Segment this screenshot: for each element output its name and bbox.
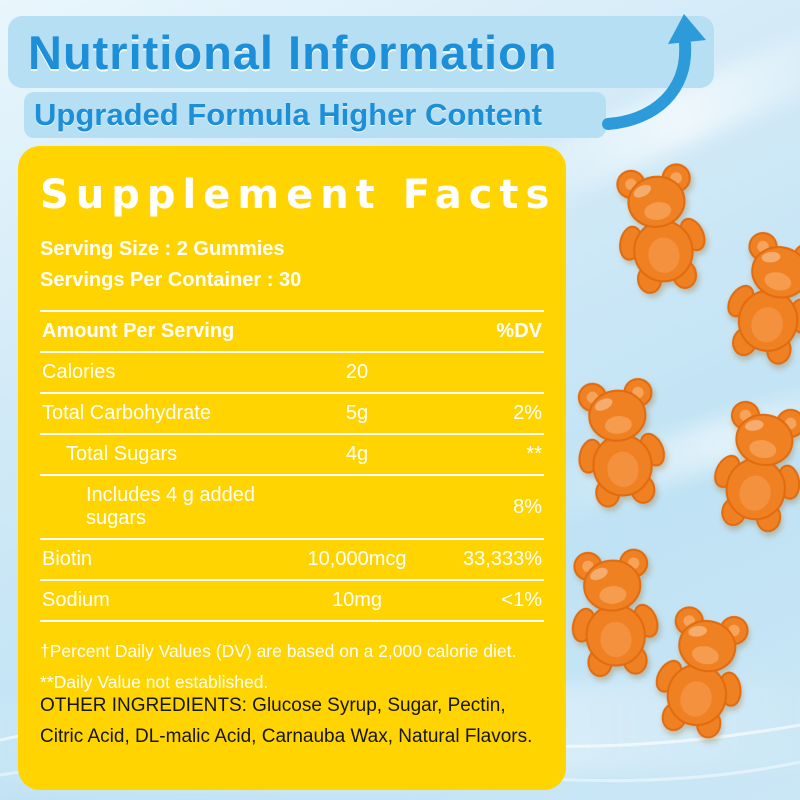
gummy-bear-1 bbox=[604, 160, 716, 298]
row-dv: <1% bbox=[501, 589, 542, 611]
row-dv: 2% bbox=[513, 402, 542, 424]
page-title: Nutritional Information bbox=[28, 25, 558, 79]
row-amount: 20 bbox=[345, 361, 369, 383]
gummy-bear-2 bbox=[712, 226, 800, 372]
footnote-not-established: **Daily Value not established. bbox=[40, 671, 269, 692]
footnote-dv: †Percent Daily Values (DV) are based on … bbox=[40, 641, 517, 661]
table-row: Includes 4 g added sugars 8% bbox=[40, 476, 544, 540]
row-amount: 5g bbox=[345, 402, 369, 424]
dv-header: %DV bbox=[496, 320, 542, 342]
row-label: Sodium bbox=[42, 589, 110, 611]
footnotes: †Percent Daily Values (DV) are based on … bbox=[40, 636, 544, 697]
row-label: Total Carbohydrate bbox=[42, 402, 211, 424]
table-row: Calories 20 bbox=[40, 353, 544, 394]
row-amount: 10mg bbox=[331, 589, 383, 611]
table-row: Sodium 10mg <1% bbox=[40, 581, 544, 622]
gummy-bear-3 bbox=[566, 375, 674, 511]
supplement-facts-title: Supplement Facts bbox=[40, 172, 557, 218]
page-subtitle: Upgraded Formula Higher Content bbox=[34, 97, 543, 132]
serving-info: Serving Size : 2 Gummies Servings Per Co… bbox=[40, 234, 544, 296]
table-row: Total Carbohydrate 5g 2% bbox=[40, 394, 544, 435]
row-dv: 33,333% bbox=[463, 548, 542, 570]
row-dv: ** bbox=[526, 443, 542, 465]
gummy-bear-6 bbox=[642, 601, 761, 745]
row-label: Biotin bbox=[42, 548, 93, 570]
supplement-facts-panel: Supplement Facts Serving Size : 2 Gummie… bbox=[18, 146, 566, 790]
facts-table: Amount Per Serving %DV Calories 20 Total… bbox=[40, 310, 544, 622]
amount-per-serving-header: Amount Per Serving bbox=[42, 320, 235, 342]
table-row: Biotin 10,000mcg 33,333% bbox=[40, 540, 544, 581]
row-amount: 4g bbox=[345, 443, 369, 465]
table-header-row: Amount Per Serving %DV bbox=[40, 310, 544, 353]
row-label: Includes 4 g added sugars bbox=[86, 484, 256, 529]
serving-size: Serving Size : 2 Gummies bbox=[40, 238, 285, 260]
servings-per-container: Servings Per Container : 30 bbox=[40, 269, 302, 291]
curved-arrow-icon bbox=[602, 14, 706, 130]
subtitle-banner: Upgraded Formula Higher Content bbox=[24, 92, 606, 138]
gummy-bear-5 bbox=[562, 547, 666, 680]
gummy-bear-4 bbox=[702, 397, 800, 538]
table-row: Total Sugars 4g ** bbox=[40, 435, 544, 476]
other-ingredients: OTHER INGREDIENTS: Glucose Syrup, Sugar,… bbox=[40, 695, 533, 747]
header-banner: Nutritional Information bbox=[8, 16, 714, 88]
row-amount: 10,000mcg bbox=[307, 548, 407, 570]
row-dv: 8% bbox=[513, 495, 542, 518]
row-label: Total Sugars bbox=[66, 443, 178, 465]
row-label: Calories bbox=[42, 361, 116, 383]
